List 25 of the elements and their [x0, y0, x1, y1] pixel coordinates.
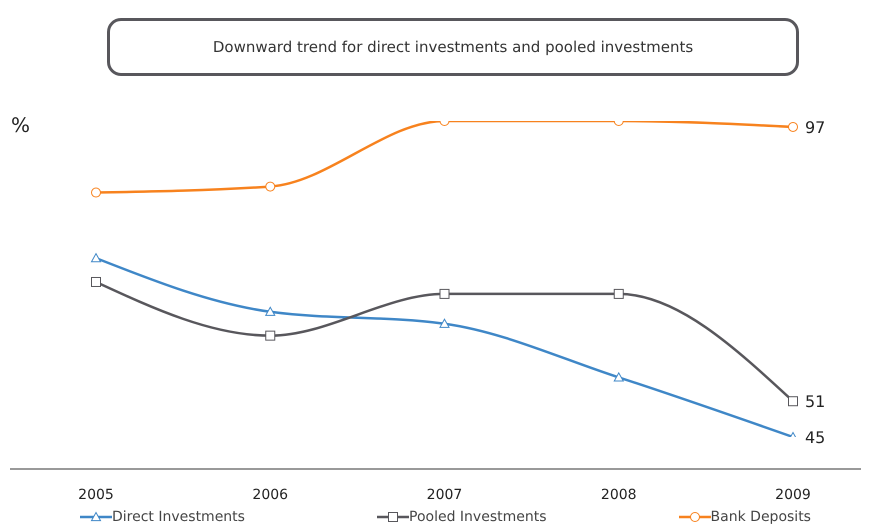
- data-label: 45: [805, 428, 826, 447]
- point: [614, 372, 624, 382]
- point: [91, 188, 101, 198]
- x-tick-label: 2007: [426, 486, 462, 503]
- x-tick-label: 2005: [78, 486, 114, 503]
- x-tick-label: 2008: [600, 486, 637, 503]
- legend-label: Pooled Investments: [409, 509, 547, 525]
- point: [614, 288, 624, 299]
- y-axis-title: %: [11, 113, 30, 137]
- point: [265, 330, 276, 341]
- point: [788, 122, 798, 132]
- point: [265, 306, 276, 316]
- point: [91, 253, 101, 262]
- legend-label: Direct Investments: [112, 509, 245, 525]
- point: [91, 276, 101, 287]
- x-tick-label: 2006: [252, 486, 288, 503]
- chart-title: Downward trend for direct investments and pooled investments: [107, 18, 799, 76]
- data-label: 51: [805, 392, 826, 412]
- point: [788, 396, 798, 406]
- point: [440, 288, 450, 299]
- x-tick-label: 2009: [775, 486, 811, 503]
- data-label: 97: [805, 118, 826, 137]
- legend-label: Bank Deposits: [710, 509, 811, 525]
- point: [265, 182, 276, 192]
- point: [440, 318, 450, 328]
